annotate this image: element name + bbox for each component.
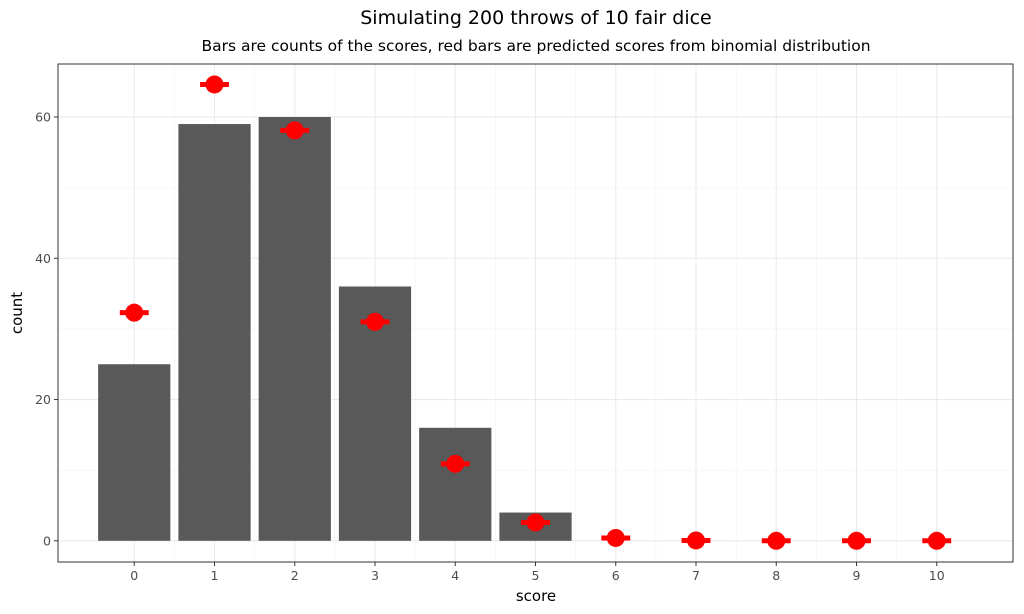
predicted-marker xyxy=(681,531,711,550)
y-tick-label: 40 xyxy=(35,251,51,266)
x-tick-label: 5 xyxy=(532,568,540,583)
predicted-point xyxy=(687,531,706,550)
predicted-point xyxy=(205,75,224,94)
y-tick-label: 20 xyxy=(35,392,51,407)
y-tick-label: 60 xyxy=(35,109,51,124)
predicted-marker xyxy=(119,303,149,322)
predicted-point xyxy=(767,531,786,550)
predicted-marker xyxy=(200,75,229,94)
predicted-marker xyxy=(601,528,631,547)
x-tick-label: 8 xyxy=(772,568,780,583)
count-bar xyxy=(419,427,492,541)
predicted-point xyxy=(285,121,304,140)
predicted-point xyxy=(526,513,545,532)
count-bar xyxy=(178,124,251,541)
x-tick-label: 1 xyxy=(211,568,219,583)
x-tick-label: 0 xyxy=(130,568,138,583)
x-tick-label: 6 xyxy=(612,568,620,583)
x-axis-title: score xyxy=(516,587,556,605)
predicted-markers xyxy=(119,75,952,550)
x-tick-label: 2 xyxy=(291,568,299,583)
predicted-marker xyxy=(280,121,310,140)
predicted-marker xyxy=(440,454,470,473)
predicted-point xyxy=(125,303,144,322)
predicted-point xyxy=(927,531,946,550)
count-bar xyxy=(98,364,171,541)
x-tick-label: 9 xyxy=(853,568,861,583)
axes: 0 20 40 60 0 1 2 3 4 5 6 7 8 9 10 xyxy=(35,109,945,583)
y-tick-label: 0 xyxy=(43,533,51,548)
predicted-point xyxy=(365,312,384,331)
chart-subtitle: Bars are counts of the scores, red bars … xyxy=(201,37,870,55)
predicted-marker xyxy=(922,531,952,550)
predicted-marker xyxy=(521,513,550,532)
predicted-marker xyxy=(842,531,871,550)
x-tick-label: 7 xyxy=(692,568,700,583)
predicted-marker xyxy=(761,531,791,550)
x-tick-label: 3 xyxy=(371,568,379,583)
predicted-marker xyxy=(360,312,390,331)
x-tick-label: 10 xyxy=(929,568,945,583)
y-axis-title: count xyxy=(8,292,26,334)
predicted-point xyxy=(606,528,625,547)
predicted-point xyxy=(847,531,866,550)
x-tick-label: 4 xyxy=(451,568,459,583)
chart-title: Simulating 200 throws of 10 fair dice xyxy=(360,7,711,29)
count-bar xyxy=(258,116,331,541)
predicted-point xyxy=(446,454,465,473)
